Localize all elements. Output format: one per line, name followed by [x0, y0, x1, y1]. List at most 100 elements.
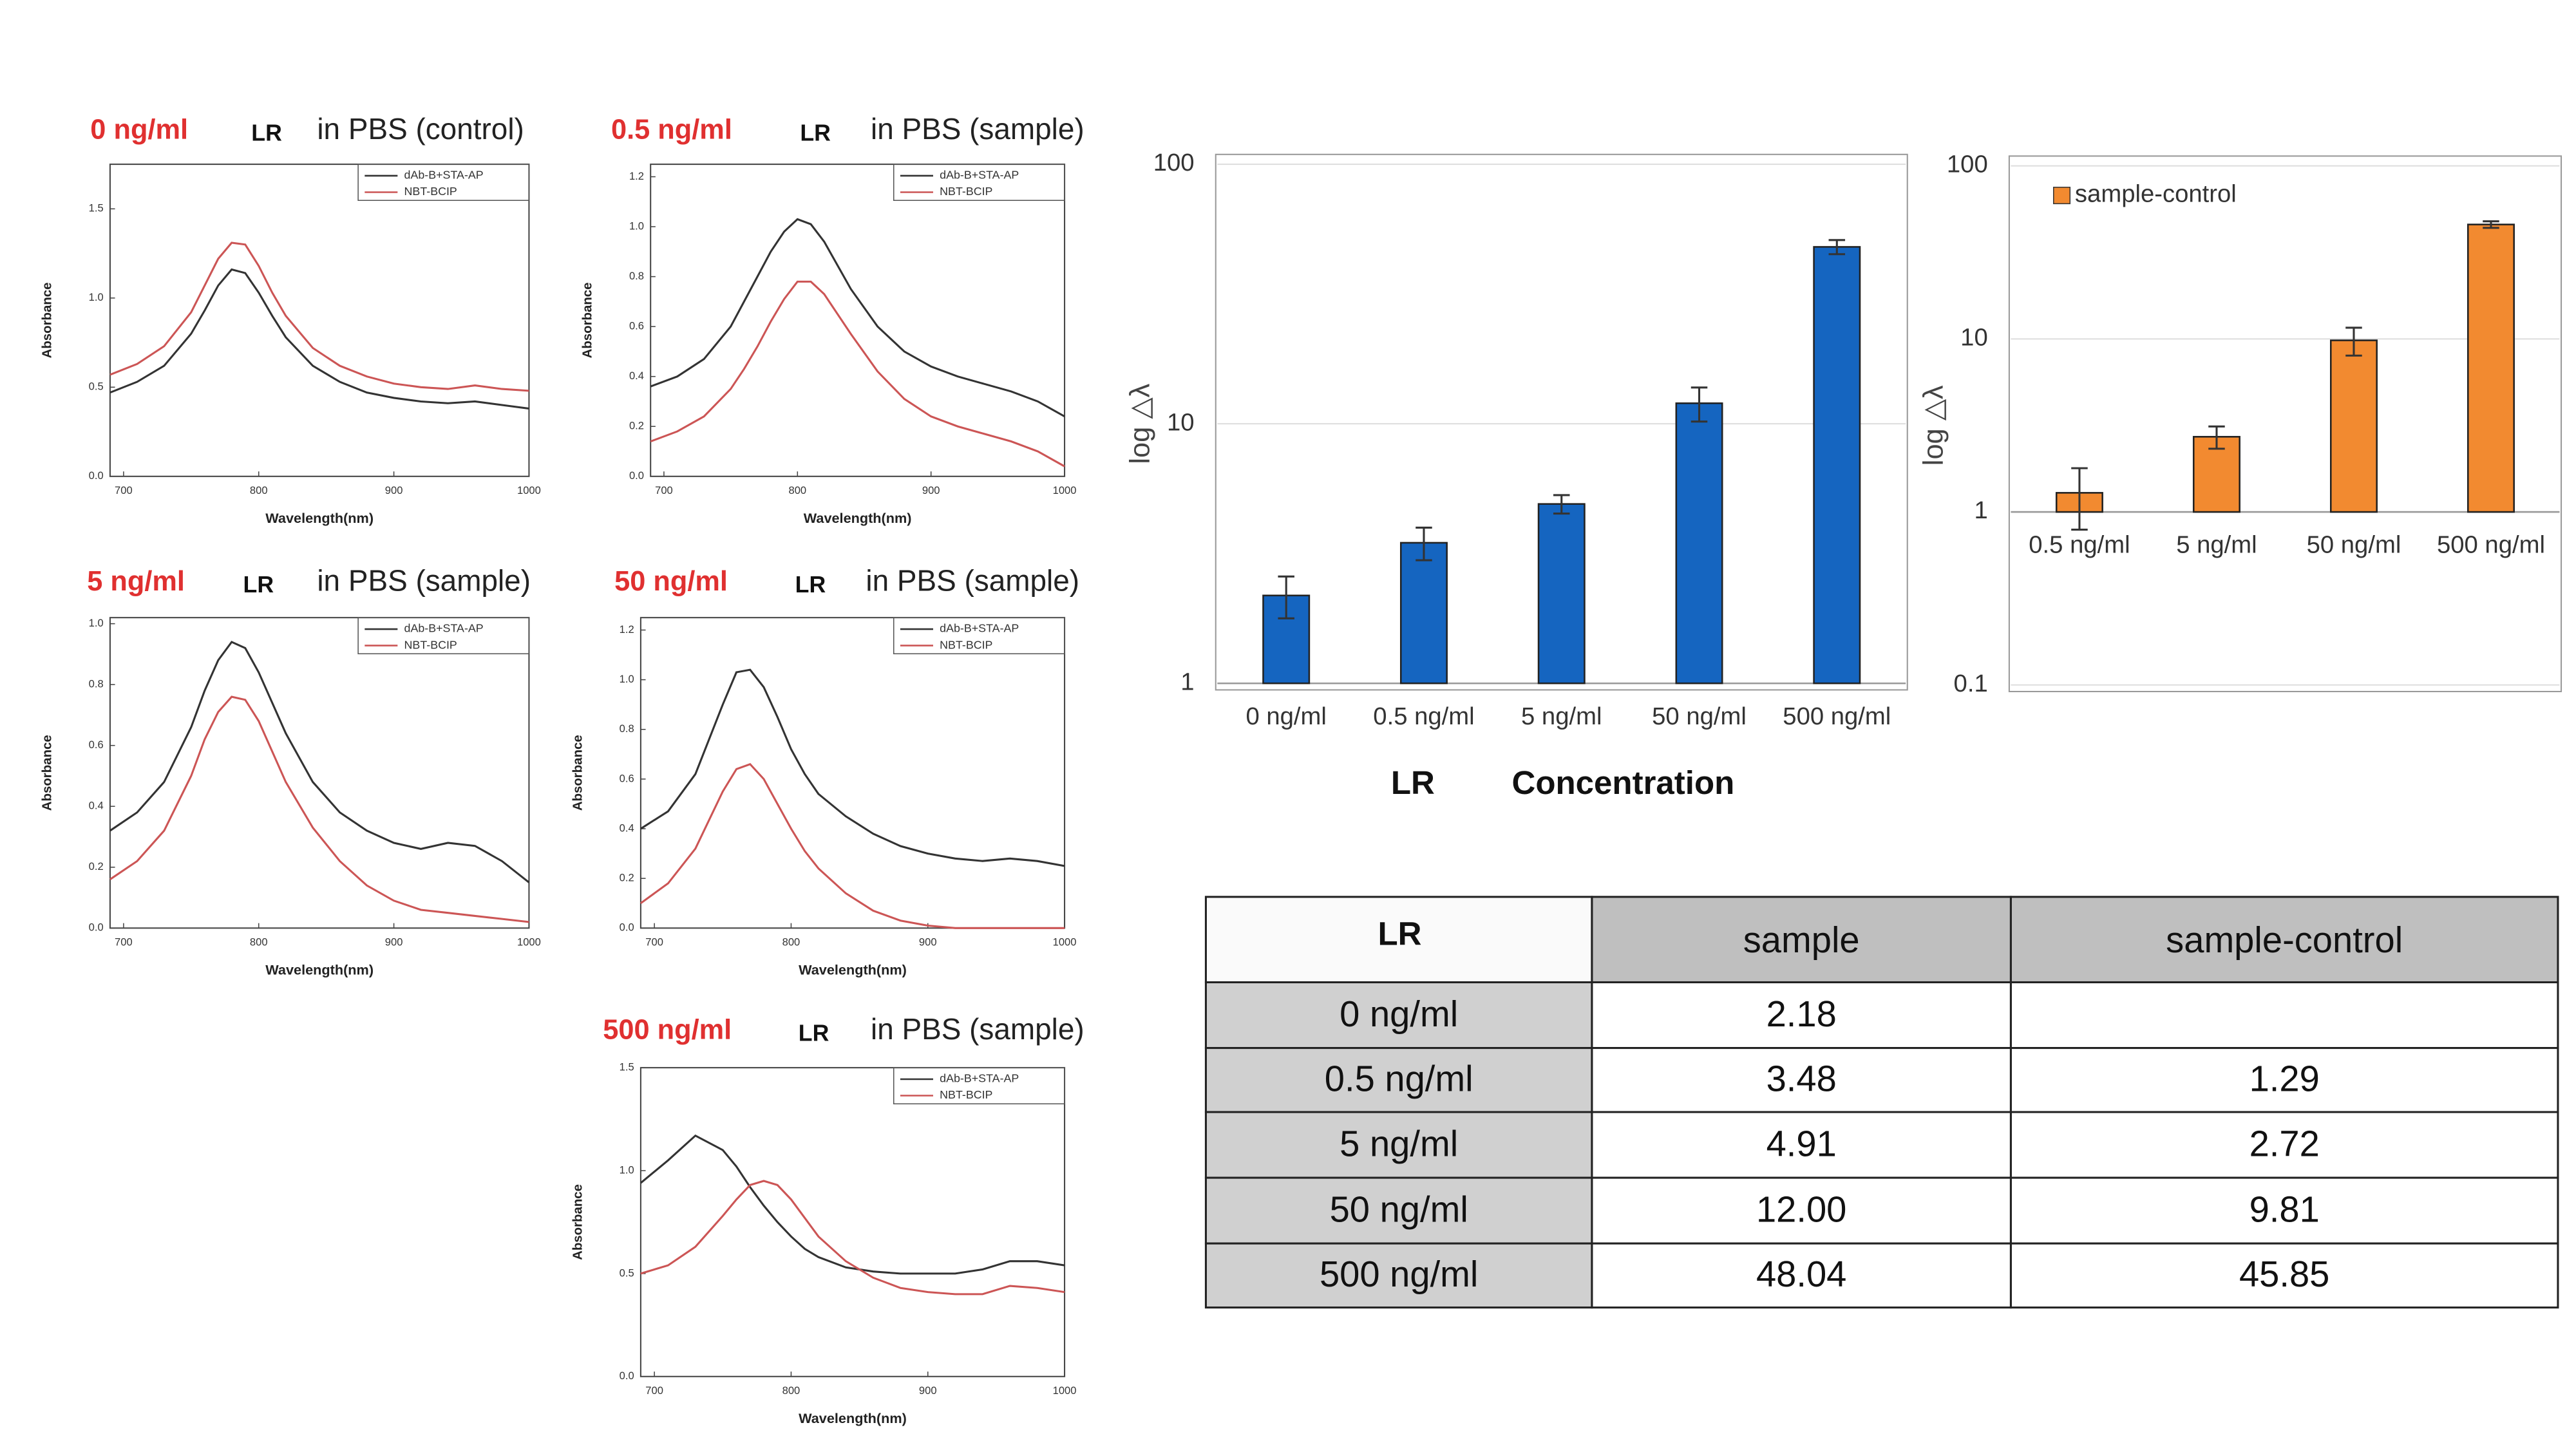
x-tick-label: 900	[385, 936, 403, 948]
y-tick-label: 0.2	[629, 420, 644, 432]
y-tick-label: 0.2	[89, 860, 104, 872]
error-bar	[1553, 494, 1570, 515]
panel-title: 0 ng/ml	[90, 115, 188, 146]
x-tick-label: 900	[919, 1384, 937, 1397]
bar	[1813, 246, 1861, 684]
error-bar	[2345, 326, 2362, 357]
spectrum-line	[109, 695, 529, 923]
y-tick-label: 10	[1167, 408, 1195, 436]
y-tick-label: 0.5	[620, 1267, 634, 1279]
legend-label: NBT-BCIP	[404, 185, 457, 198]
x-tick-label: 1000	[517, 936, 541, 948]
x-tick-label: 50 ng/ml	[2307, 531, 2401, 559]
error-bar	[2483, 220, 2499, 229]
table-cell	[2009, 981, 2559, 1050]
legend-box	[357, 617, 530, 655]
y-axis-label: Absorbance	[40, 735, 54, 811]
legend-box	[357, 164, 530, 201]
x-tick-label: 800	[782, 936, 800, 948]
x-tick-label: 700	[115, 936, 133, 948]
table-header-text: LR	[1378, 916, 1421, 952]
x-tick-label: 800	[250, 484, 268, 496]
panel-title: 0.5 ng/ml	[611, 115, 732, 146]
x-tick-label: 800	[782, 1384, 800, 1397]
bar	[1399, 542, 1448, 684]
plot-frame	[650, 164, 1066, 477]
y-tick-label: 1.5	[620, 1061, 634, 1073]
table-cell	[1591, 1047, 2012, 1113]
x-axis-label: Wavelength(nm)	[265, 510, 374, 526]
panel-title: 500 ng/ml	[603, 1014, 732, 1045]
panel-title-tag: LR	[243, 572, 274, 598]
legend-label: dAb-B+STA-AP	[404, 622, 484, 635]
x-axis-label: Wavelength(nm)	[799, 961, 907, 977]
x-tick-label: 800	[250, 936, 268, 948]
y-tick-label: 0.4	[629, 370, 644, 382]
panel-title-suffix: in PBS (sample)	[317, 564, 531, 598]
plot-frame	[2008, 155, 2562, 692]
table-cell	[2009, 1111, 2559, 1179]
x-tick-label: 0 ng/ml	[1245, 702, 1326, 730]
legend-label: dAb-B+STA-AP	[940, 622, 1019, 635]
y-axis-label: Absorbance	[571, 735, 585, 811]
legend-swatch	[2053, 187, 2071, 205]
table-header-cell	[1204, 896, 1593, 984]
spectrum-line	[109, 641, 530, 883]
table-cell-text: 4.91	[1766, 1123, 1837, 1164]
bar	[2329, 339, 2378, 513]
legend-label: NBT-BCIP	[940, 185, 992, 198]
panel-title-suffix: in PBS (sample)	[871, 112, 1084, 146]
y-tick-label: 0.8	[620, 722, 634, 735]
panel-title-suffix: in PBS (sample)	[866, 564, 1079, 598]
x-tick-label: 700	[645, 1384, 663, 1397]
legend-label: dAb-B+STA-AP	[404, 169, 484, 182]
x-tick-label: 900	[385, 484, 403, 496]
y-tick-label: 1.0	[89, 617, 104, 629]
y-tick-label: 0.0	[89, 469, 104, 482]
error-bar	[1828, 239, 1846, 256]
plot-frame	[109, 617, 530, 929]
x-tick-label: 800	[788, 484, 806, 496]
y-axis-label: Absorbance	[40, 283, 54, 359]
panel-title: 50 ng/ml	[614, 566, 728, 597]
y-axis-label: log △λ	[1124, 383, 1155, 464]
table-cell	[2009, 1047, 2559, 1113]
table-header-text: sample-control	[2166, 919, 2403, 960]
x-tick-label: 0.5 ng/ml	[1373, 702, 1474, 730]
table-cell-text: 5 ng/ml	[1340, 1123, 1458, 1164]
y-tick-label: 0.0	[620, 921, 634, 934]
y-tick-label: 1.2	[620, 623, 634, 636]
y-tick-label: 1	[1974, 496, 1987, 524]
spectrum-line	[650, 218, 1065, 418]
panel-title-tag: LR	[251, 120, 282, 146]
y-tick-label: 1.0	[620, 1164, 634, 1176]
legend-label: sample-control	[2075, 180, 2237, 208]
x-tick-label: 700	[645, 936, 663, 948]
spectrum-line	[640, 668, 1065, 867]
table-cell-text: 50 ng/ml	[1330, 1189, 1468, 1229]
legend-box	[893, 617, 1065, 655]
y-tick-label: 0.8	[89, 678, 104, 690]
table-cell	[2009, 1242, 2559, 1309]
y-tick-label: 0.8	[629, 270, 644, 282]
table-cell-text: 2.18	[1766, 994, 1837, 1034]
table-cell-text: 3.48	[1766, 1059, 1837, 1099]
x-axis-label-tag: LR	[1391, 764, 1435, 801]
y-axis-label: Absorbance	[571, 1184, 585, 1260]
legend-label: NBT-BCIP	[404, 638, 457, 651]
table-cell-text: 0.5 ng/ml	[1325, 1059, 1473, 1099]
table-cell	[1204, 981, 1593, 1050]
x-tick-label: 1000	[1053, 936, 1077, 948]
y-tick-label: 0.2	[620, 872, 634, 884]
y-tick-label: 1.0	[629, 220, 644, 232]
panel-title: 5 ng/ml	[87, 566, 185, 597]
table-cell	[1591, 1176, 2012, 1245]
y-tick-label: 1.5	[89, 202, 104, 214]
y-tick-label: 1.2	[629, 170, 644, 182]
spectrum-line	[109, 268, 529, 410]
error-bar	[2071, 467, 2088, 531]
table-cell	[1591, 1111, 2012, 1179]
bar	[1675, 402, 1723, 684]
